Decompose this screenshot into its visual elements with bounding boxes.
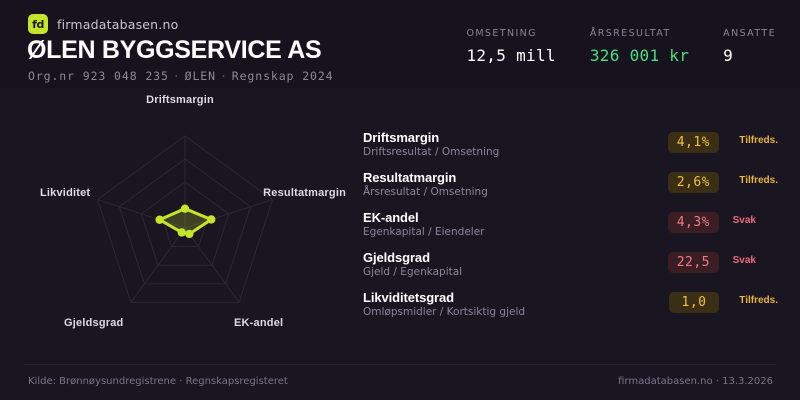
metric-formula: Driftsresultat / Omsetning <box>363 146 500 158</box>
radar-chart: Driftsmargin Resultatmargin EK-andel Gje… <box>0 88 360 348</box>
metric-value-pill: 4,3% <box>667 212 719 233</box>
stat-label: OMSETNING <box>466 28 537 39</box>
header: fd firmadatabasen.no ØLEN BYGGSERVICE AS… <box>0 0 800 88</box>
metric-formula: Omløpsmidler / Kortsiktig gjeld <box>363 306 526 318</box>
stat-label: ANSATTE <box>723 28 776 39</box>
metric-row[interactable]: Resultatmargin Årsresultat / Omsetning 2… <box>363 168 778 208</box>
stat-arsresultat: ÅRSRESULTAT 326 001 kr <box>590 28 689 65</box>
stat-label: ÅRSRESULTAT <box>589 28 671 39</box>
metric-name: Gjeldsgrad <box>363 250 430 265</box>
radar-axis-label-gjeldsgrad: Gjeldsgrad <box>64 317 124 329</box>
radar-axis-label-driftsmargin: Driftsmargin <box>146 94 214 106</box>
brand[interactable]: fd firmadatabasen.no <box>28 14 178 34</box>
status-badge: Tilfreds. <box>739 135 778 146</box>
metric-name: Likviditetsgrad <box>363 290 454 305</box>
footer: Kilde: Brønnøysundregistrene · Regnskaps… <box>0 364 800 400</box>
stat-value: 326 001 kr <box>589 46 690 65</box>
metric-value-pill: 2,6% <box>667 172 719 193</box>
radar-axis-label-resultatmargin: Resultatmargin <box>263 187 346 199</box>
radar-point-resultatmargin <box>207 215 216 224</box>
metric-row[interactable]: Driftsmargin Driftsresultat / Omsetning … <box>363 128 778 168</box>
radar-series-points <box>155 204 216 239</box>
metric-name: EK-andel <box>363 210 419 225</box>
status-badge: Tilfreds. <box>739 295 778 306</box>
header-stats: OMSETNING 12,5 mill ÅRSRESULTAT 326 001 … <box>466 28 776 65</box>
radar-axis-label-likviditet: Likviditet <box>40 187 91 199</box>
radar-chart-svg <box>96 135 274 303</box>
status-badge: Tilfreds. <box>739 175 778 186</box>
page-title: ØLEN BYGGSERVICE AS <box>27 36 322 64</box>
metrics-list: Driftsmargin Driftsresultat / Omsetning … <box>363 128 778 328</box>
metric-value-pill: 22,5 <box>667 252 719 273</box>
status-badge: Svak <box>732 215 756 226</box>
footer-source: Kilde: Brønnøysundregistrene · Regnskaps… <box>28 376 288 387</box>
footer-attribution: firmadatabasen.no · 13.3.2026 <box>618 376 773 387</box>
status-badge: Svak <box>732 255 756 266</box>
stat-value: 9 <box>723 46 734 65</box>
metric-row[interactable]: Gjeldsgrad Gjeld / Egenkapital 22,5 Svak <box>363 248 778 288</box>
radar-point-gjeldsgrad <box>177 228 186 237</box>
meta-separator-1: · <box>172 69 181 83</box>
metric-formula: Gjeld / Egenkapital <box>363 266 463 278</box>
stat-value: 12,5 mill <box>466 46 556 65</box>
radar-point-likviditet <box>155 215 164 224</box>
firmadatabasen-logo-icon: fd <box>28 14 48 34</box>
metric-value-pill: 4,1% <box>667 132 719 153</box>
stat-ansatte: ANSATTE 9 <box>723 28 776 65</box>
radar-point-ek-andel <box>185 229 194 239</box>
metric-value-pill: 1,0 <box>669 292 719 313</box>
metric-formula: Egenkapital / Eiendeler <box>363 226 485 238</box>
stat-omsetning: OMSETNING 12,5 mill <box>466 28 555 65</box>
metric-row[interactable]: Likviditetsgrad Omløpsmidler / Kortsikti… <box>363 288 778 328</box>
radar-point-driftsmargin <box>180 204 190 213</box>
metric-formula: Årsresultat / Omsetning <box>363 186 488 198</box>
metric-row[interactable]: EK-andel Egenkapital / Eiendeler 4,3% Sv… <box>363 208 778 248</box>
radar-axis-label-ek-andel: EK-andel <box>234 317 284 329</box>
company-place: ØLEN <box>184 69 216 83</box>
brand-name: firmadatabasen.no <box>57 16 179 32</box>
metric-name: Resultatmargin <box>363 170 457 185</box>
meta-separator-2: · <box>219 69 228 83</box>
org-number: Org.nr 923 048 235 <box>28 69 169 83</box>
company-meta: Org.nr 923 048 235 · ØLEN · Regnskap 2024 <box>28 69 334 83</box>
metric-name: Driftsmargin <box>363 130 440 145</box>
accounting-year: Regnskap 2024 <box>231 69 334 83</box>
